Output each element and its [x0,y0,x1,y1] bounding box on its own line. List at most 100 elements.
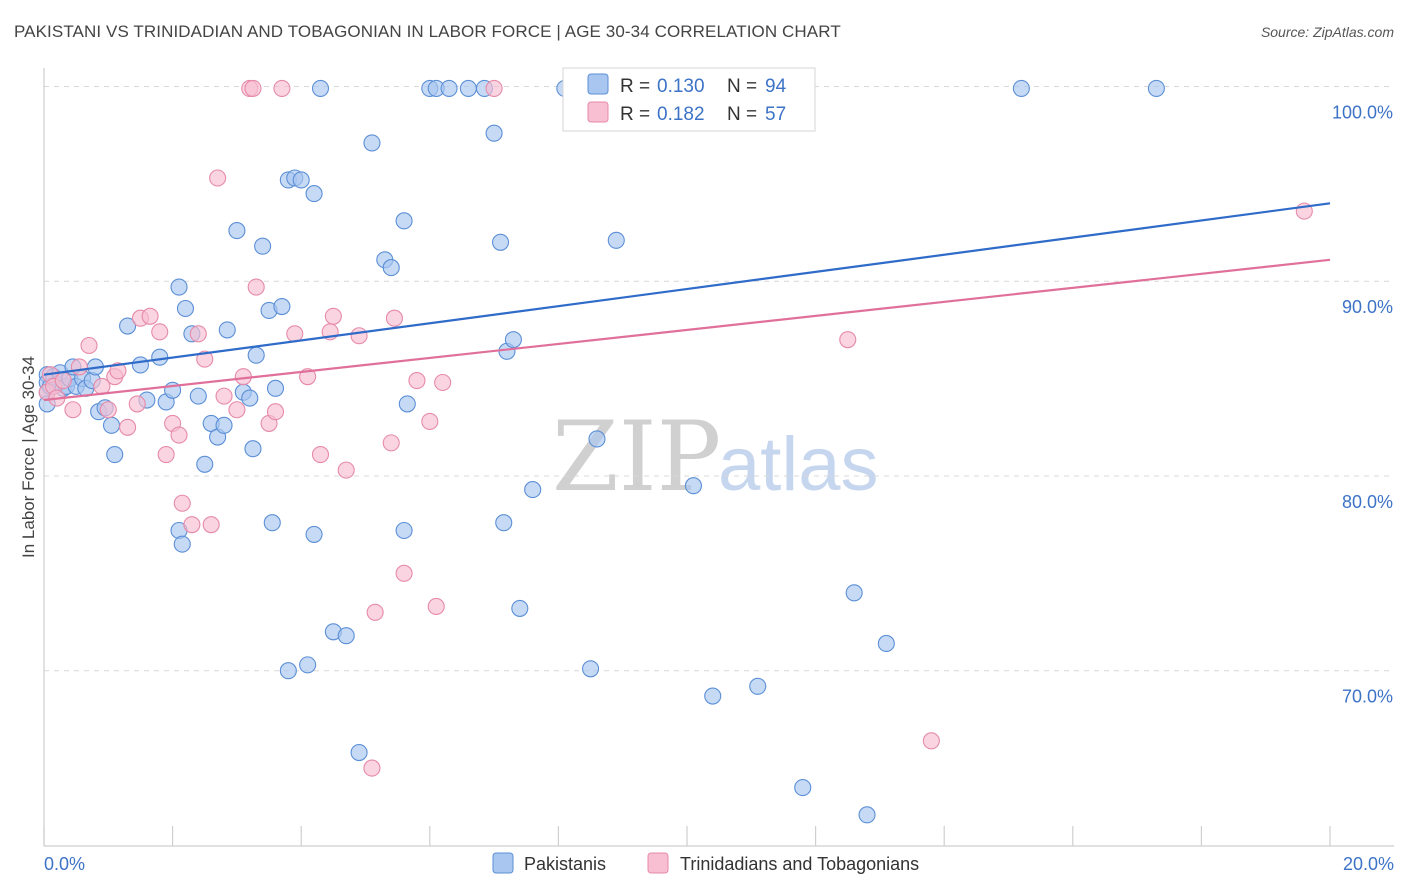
trinidadian-point-51 [485,79,503,97]
pakistani-point-53 [279,662,297,680]
pakistani-point-19 [102,416,121,434]
series-trinidadians [38,79,1313,777]
x-tick-label-min: 0.0% [44,854,85,874]
pakistani-point-94 [1147,79,1165,97]
pakistani-point-79 [607,231,625,249]
pakistani-point-36 [228,222,246,240]
pakistani-point-24 [151,348,169,366]
legend-r-value-pink: 0.182 [657,104,705,125]
pakistani-point-73 [504,331,522,349]
pakistani-point-88 [749,677,767,695]
pakistani-point-62 [395,212,413,230]
trend-lines [43,202,1331,402]
trinidadian-point-50 [434,373,452,392]
trinidadian-point-6 [70,358,88,376]
pakistani-point-20 [106,446,124,464]
trinidadian-point-54 [839,331,857,349]
pakistani-point-57 [337,627,355,645]
trinidadian-point-9 [99,401,117,419]
pakistani-point-46 [173,535,191,553]
trinidadian-point-40 [337,461,355,479]
pakistani-point-87 [704,687,722,705]
trinidadian-point-34 [273,79,291,97]
bottom-legend-swatch-pink [647,852,669,874]
trinidadian-point-43 [366,603,384,621]
bottom-legend-label-trinidadians: Trinidadians and Tobagonians [680,854,919,874]
pakistani-point-30 [196,455,214,473]
pakistani-point-41 [254,237,272,255]
watermark-zip: ZIP [552,401,721,513]
trinidadian-trend-line [43,258,1331,402]
pakistani-point-86 [684,477,702,495]
pakistani-point-71 [491,233,510,251]
pakistani-trend-line [43,202,1331,376]
trinidadian-point-41 [350,327,368,345]
legend-n-value-pink: 57 [765,104,786,125]
trinidadian-point-35 [286,325,304,343]
trinidadian-point-21 [183,516,201,534]
y-axis-label: In Labor Force | Age 30-34 [19,356,38,558]
pakistani-point-35 [189,387,207,405]
trinidadian-point-27 [228,401,246,419]
pakistani-point-89 [794,779,812,797]
pakistani-point-28 [176,299,195,318]
legend-n-value-blue: 94 [765,76,787,97]
trinidadian-point-33 [266,403,285,421]
legend-swatch-pink [587,101,609,123]
pakistani-point-47 [263,514,281,532]
pakistani-point-44 [273,297,291,316]
pakistani-point-63 [398,395,416,413]
pakistani-point-76 [524,481,542,499]
pakistani-point-59 [363,134,381,152]
trinidadian-point-7 [80,336,98,355]
trinidadian-point-49 [427,597,445,616]
trinidadian-point-42 [363,759,381,777]
pakistani-point-40 [247,346,265,364]
pakistani-point-92 [877,634,895,653]
trinidadian-point-12 [119,418,137,436]
trinidadian-point-15 [141,307,159,325]
trinidadian-point-45 [385,309,403,327]
bottom-legend-label-pakistanis: Pakistanis [524,854,606,874]
pakistani-point-81 [581,660,600,678]
trinidadian-point-5 [64,401,82,419]
x-tick-label-max: 20.0% [1343,854,1394,874]
legend-r-value-blue: 0.130 [657,76,705,97]
legend-n-label-blue: N = [727,76,757,97]
pakistani-point-93 [1012,79,1030,97]
trinidadian-point-25 [209,169,227,187]
legend-swatch-blue [587,73,609,95]
pakistani-point-52 [311,79,330,97]
trinidadian-point-44 [382,434,400,452]
trinidadian-point-17 [157,446,175,464]
pakistani-point-90 [845,584,863,602]
pakistani-point-91 [858,806,876,824]
trinidadian-point-19 [170,426,188,444]
y-tick-labels: 70.0% 80.0% 90.0% 100.0% [1332,102,1393,706]
trinidadian-point-31 [247,278,265,296]
legend-r-label-blue: R = [620,76,650,97]
pakistani-point-38 [241,389,259,407]
pakistani-point-33 [215,416,233,434]
pakistani-point-58 [350,743,368,762]
pakistani-point-39 [244,440,262,458]
trinidadian-point-55 [922,732,940,750]
pakistani-point-54 [299,656,317,674]
pakistani-point-75 [511,599,529,617]
pakistani-point-43 [266,379,285,397]
pakistani-point-68 [459,79,477,97]
pakistani-point-80 [588,430,606,448]
pakistani-point-74 [495,514,513,532]
pakistani-point-50 [292,171,310,189]
trinidadian-point-24 [202,516,220,534]
trinidadian-point-13 [128,395,146,413]
trinidadian-point-30 [244,79,262,97]
pakistani-point-67 [440,79,458,97]
trinidadian-point-26 [215,387,233,405]
trinidadian-point-22 [189,325,207,343]
pakistani-point-34 [218,321,236,339]
x-axis-ticks [43,826,1331,846]
y-tick-label-80: 80.0% [1342,492,1393,512]
trinidadian-point-48 [421,412,439,430]
